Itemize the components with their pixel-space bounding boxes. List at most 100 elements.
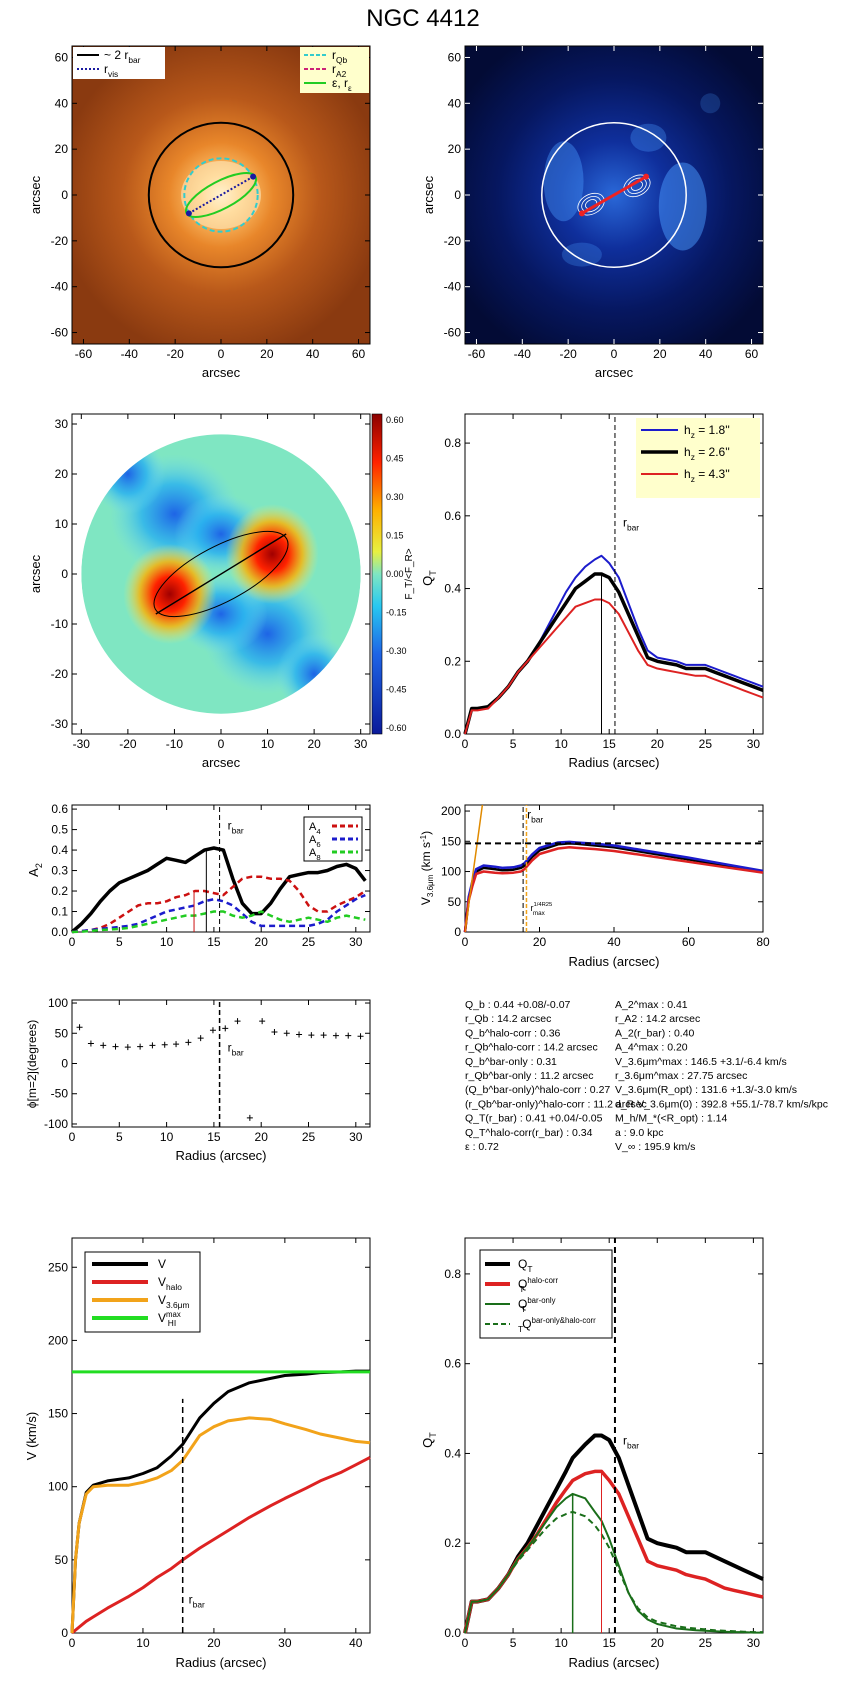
y-tick-label: 0.4 bbox=[444, 582, 461, 596]
x-tick-label: 30 bbox=[278, 1636, 292, 1650]
x-tick-label: 30 bbox=[747, 737, 761, 751]
emission-region bbox=[561, 242, 602, 267]
phase-point bbox=[149, 1042, 156, 1049]
colorbar-tick-label: 0.15 bbox=[386, 531, 404, 541]
y-tick-label: 0.4 bbox=[444, 1446, 461, 1460]
x-tick-label: 15 bbox=[603, 737, 617, 751]
phase-point bbox=[185, 1039, 192, 1046]
qtc-series-line bbox=[463, 1433, 764, 1634]
qtc-series-line bbox=[464, 1492, 763, 1634]
x-tick-label: -20 bbox=[166, 347, 184, 361]
vel-frame bbox=[71, 1237, 371, 1634]
phase-point bbox=[209, 1027, 216, 1034]
panel-velocity-decomposition: 0 10 20 30 40 0 50 100 150 200 250 rbar V VhaloV3.6μ… bbox=[24, 1237, 371, 1670]
y-tick-label: 20 bbox=[55, 467, 69, 481]
force-map-axes: -30 -20 -10 0 10 20 30 -30 -20 -10 0 10 20 30 bbox=[51, 414, 370, 751]
x-tick-label: 5 bbox=[116, 935, 123, 949]
phase-point bbox=[100, 1042, 107, 1049]
force-map-colorbar-ticks: 0.60 0.45 0.30 0.15 0.00 -0.15 -0.30 -0.45 -0.60 bbox=[386, 415, 407, 733]
velocity-series-line bbox=[70, 1369, 370, 1634]
vel-ylabel: V (km/s) bbox=[24, 1412, 39, 1460]
x-tick-label: 0 bbox=[69, 935, 76, 949]
x-tick-label: 60 bbox=[352, 347, 366, 361]
y-tick-label: 0.3 bbox=[51, 864, 68, 878]
y-tick-label: 40 bbox=[448, 96, 462, 110]
y-tick-label: 150 bbox=[441, 834, 461, 848]
x-tick-label: 10 bbox=[554, 737, 568, 751]
x-tick-label: 15 bbox=[207, 1130, 221, 1144]
y-tick-label: 0.6 bbox=[444, 1357, 461, 1371]
x-tick-label: 5 bbox=[510, 737, 517, 751]
x-tick-label: 10 bbox=[160, 1130, 174, 1144]
x-tick-label: 20 bbox=[207, 1636, 221, 1650]
x-tick-label: -40 bbox=[121, 347, 139, 361]
inner-slope-line bbox=[465, 805, 484, 932]
qt-xlabel: Radius (arcsec) bbox=[568, 755, 659, 770]
x-tick-label: 20 bbox=[307, 737, 321, 751]
x-tick-label: 30 bbox=[349, 1130, 363, 1144]
bar-end-marker bbox=[250, 173, 257, 180]
qt-ylabel: QT bbox=[420, 570, 438, 586]
legend-entry: rA2 bbox=[332, 62, 347, 79]
x-tick-label: 25 bbox=[699, 1636, 713, 1650]
qtc-legend-label: Qhalo-corr T bbox=[518, 1276, 559, 1294]
parameter-line: r_Qb^halo-corr : 14.2 arcsec bbox=[465, 1042, 598, 1054]
phase-point bbox=[173, 1041, 180, 1048]
phase-point bbox=[332, 1032, 339, 1039]
x-tick-label: 80 bbox=[756, 935, 770, 949]
vrot-xlabel: Radius (arcsec) bbox=[568, 954, 659, 969]
rmax-annotation: r1/4R25 max bbox=[530, 902, 552, 917]
image-blue-axes: -60 -40 -20 0 20 40 60 -60 -40 -20 0 20 40 60 bbox=[444, 46, 763, 361]
bar-ellipse bbox=[153, 530, 289, 618]
y-tick-label: 250 bbox=[48, 1260, 68, 1274]
y-tick-label: -30 bbox=[51, 717, 69, 731]
vrot-series-line bbox=[463, 846, 764, 933]
parameter-line: ε : 0.72 bbox=[465, 1141, 499, 1153]
phase-point bbox=[112, 1043, 119, 1050]
y-tick-label: 200 bbox=[441, 804, 461, 818]
y-tick-label: -20 bbox=[51, 234, 69, 248]
parameter-line: Q_T(r_bar) : 0.41 +0.04/-0.05 bbox=[465, 1113, 603, 1125]
parameter-line: (r_Qb^bar-only)^halo-corr : 11.2 arcsec bbox=[465, 1098, 647, 1110]
qt-legend-label: hz = 4.3'' bbox=[684, 467, 730, 484]
qt-plot: 0 5 10 15 20 25 30 0.0 0.2 0.4 0.6 0.8 rbar bbox=[444, 414, 764, 751]
x-tick-label: 20 bbox=[653, 347, 667, 361]
parameter-line: V_3.6μm(R_opt) : 131.6 +1.3/-3.0 km/s bbox=[615, 1084, 797, 1096]
qtc-ylabel: QT bbox=[420, 1432, 438, 1448]
rbar-label: rbar bbox=[623, 516, 639, 533]
y-tick-label: 0 bbox=[61, 1057, 68, 1071]
force-map-image bbox=[81, 434, 361, 714]
phase-xlabel: Radius (arcsec) bbox=[175, 1148, 266, 1163]
x-tick-label: 0 bbox=[462, 737, 469, 751]
contour bbox=[627, 177, 647, 194]
parameter-line: A_4^max : 0.20 bbox=[615, 1042, 688, 1054]
image-orange-overlays bbox=[147, 121, 295, 269]
qt-series-line bbox=[463, 572, 764, 735]
qtc-legend-label: Qbar-only T bbox=[518, 1296, 556, 1314]
colorbar-tick-label: 0.45 bbox=[386, 454, 404, 464]
y-tick-label: -60 bbox=[51, 326, 69, 340]
x-tick-label: -20 bbox=[119, 737, 137, 751]
panel-phase: 0 5 10 15 20 25 30 100 50 0 -50 -100 rbar Radius (ar… bbox=[25, 996, 371, 1163]
panel-image-orange: -60 -40 -20 0 20 40 60 -60 -40 -20 0 20 40 60 ~ 2 rba… bbox=[28, 45, 371, 380]
qtc-series-line bbox=[464, 1510, 763, 1634]
qt-legend-box bbox=[636, 418, 760, 498]
panel-force-map: -30 -20 -10 0 10 20 30 -30 -20 -10 0 10 20 30 0.60 0.4… bbox=[28, 413, 415, 770]
colorbar-tick-label: 0.30 bbox=[386, 492, 404, 502]
contour bbox=[623, 174, 651, 198]
y-tick-label: 0.0 bbox=[444, 1626, 461, 1640]
x-tick-label: 30 bbox=[354, 737, 368, 751]
bar-end-marker bbox=[643, 173, 650, 180]
x-tick-label: -10 bbox=[166, 737, 184, 751]
a2-legend-label: A4 bbox=[309, 821, 321, 836]
panel-fourier-amplitudes: 0 5 10 15 20 25 30 0.0 0.1 0.2 0.3 0.4 0.5 0.6 rbar A4… bbox=[26, 802, 371, 949]
x-tick-label: 20 bbox=[255, 935, 269, 949]
x-tick-label: 40 bbox=[349, 1636, 363, 1650]
phase-point bbox=[87, 1040, 94, 1047]
x-tick-label: 0 bbox=[462, 1636, 469, 1650]
vel-plot: 0 10 20 30 40 0 50 100 150 200 250 rbar bbox=[48, 1238, 371, 1650]
bar-end-marker bbox=[185, 210, 192, 217]
rbar-label: rbar bbox=[228, 1040, 244, 1057]
